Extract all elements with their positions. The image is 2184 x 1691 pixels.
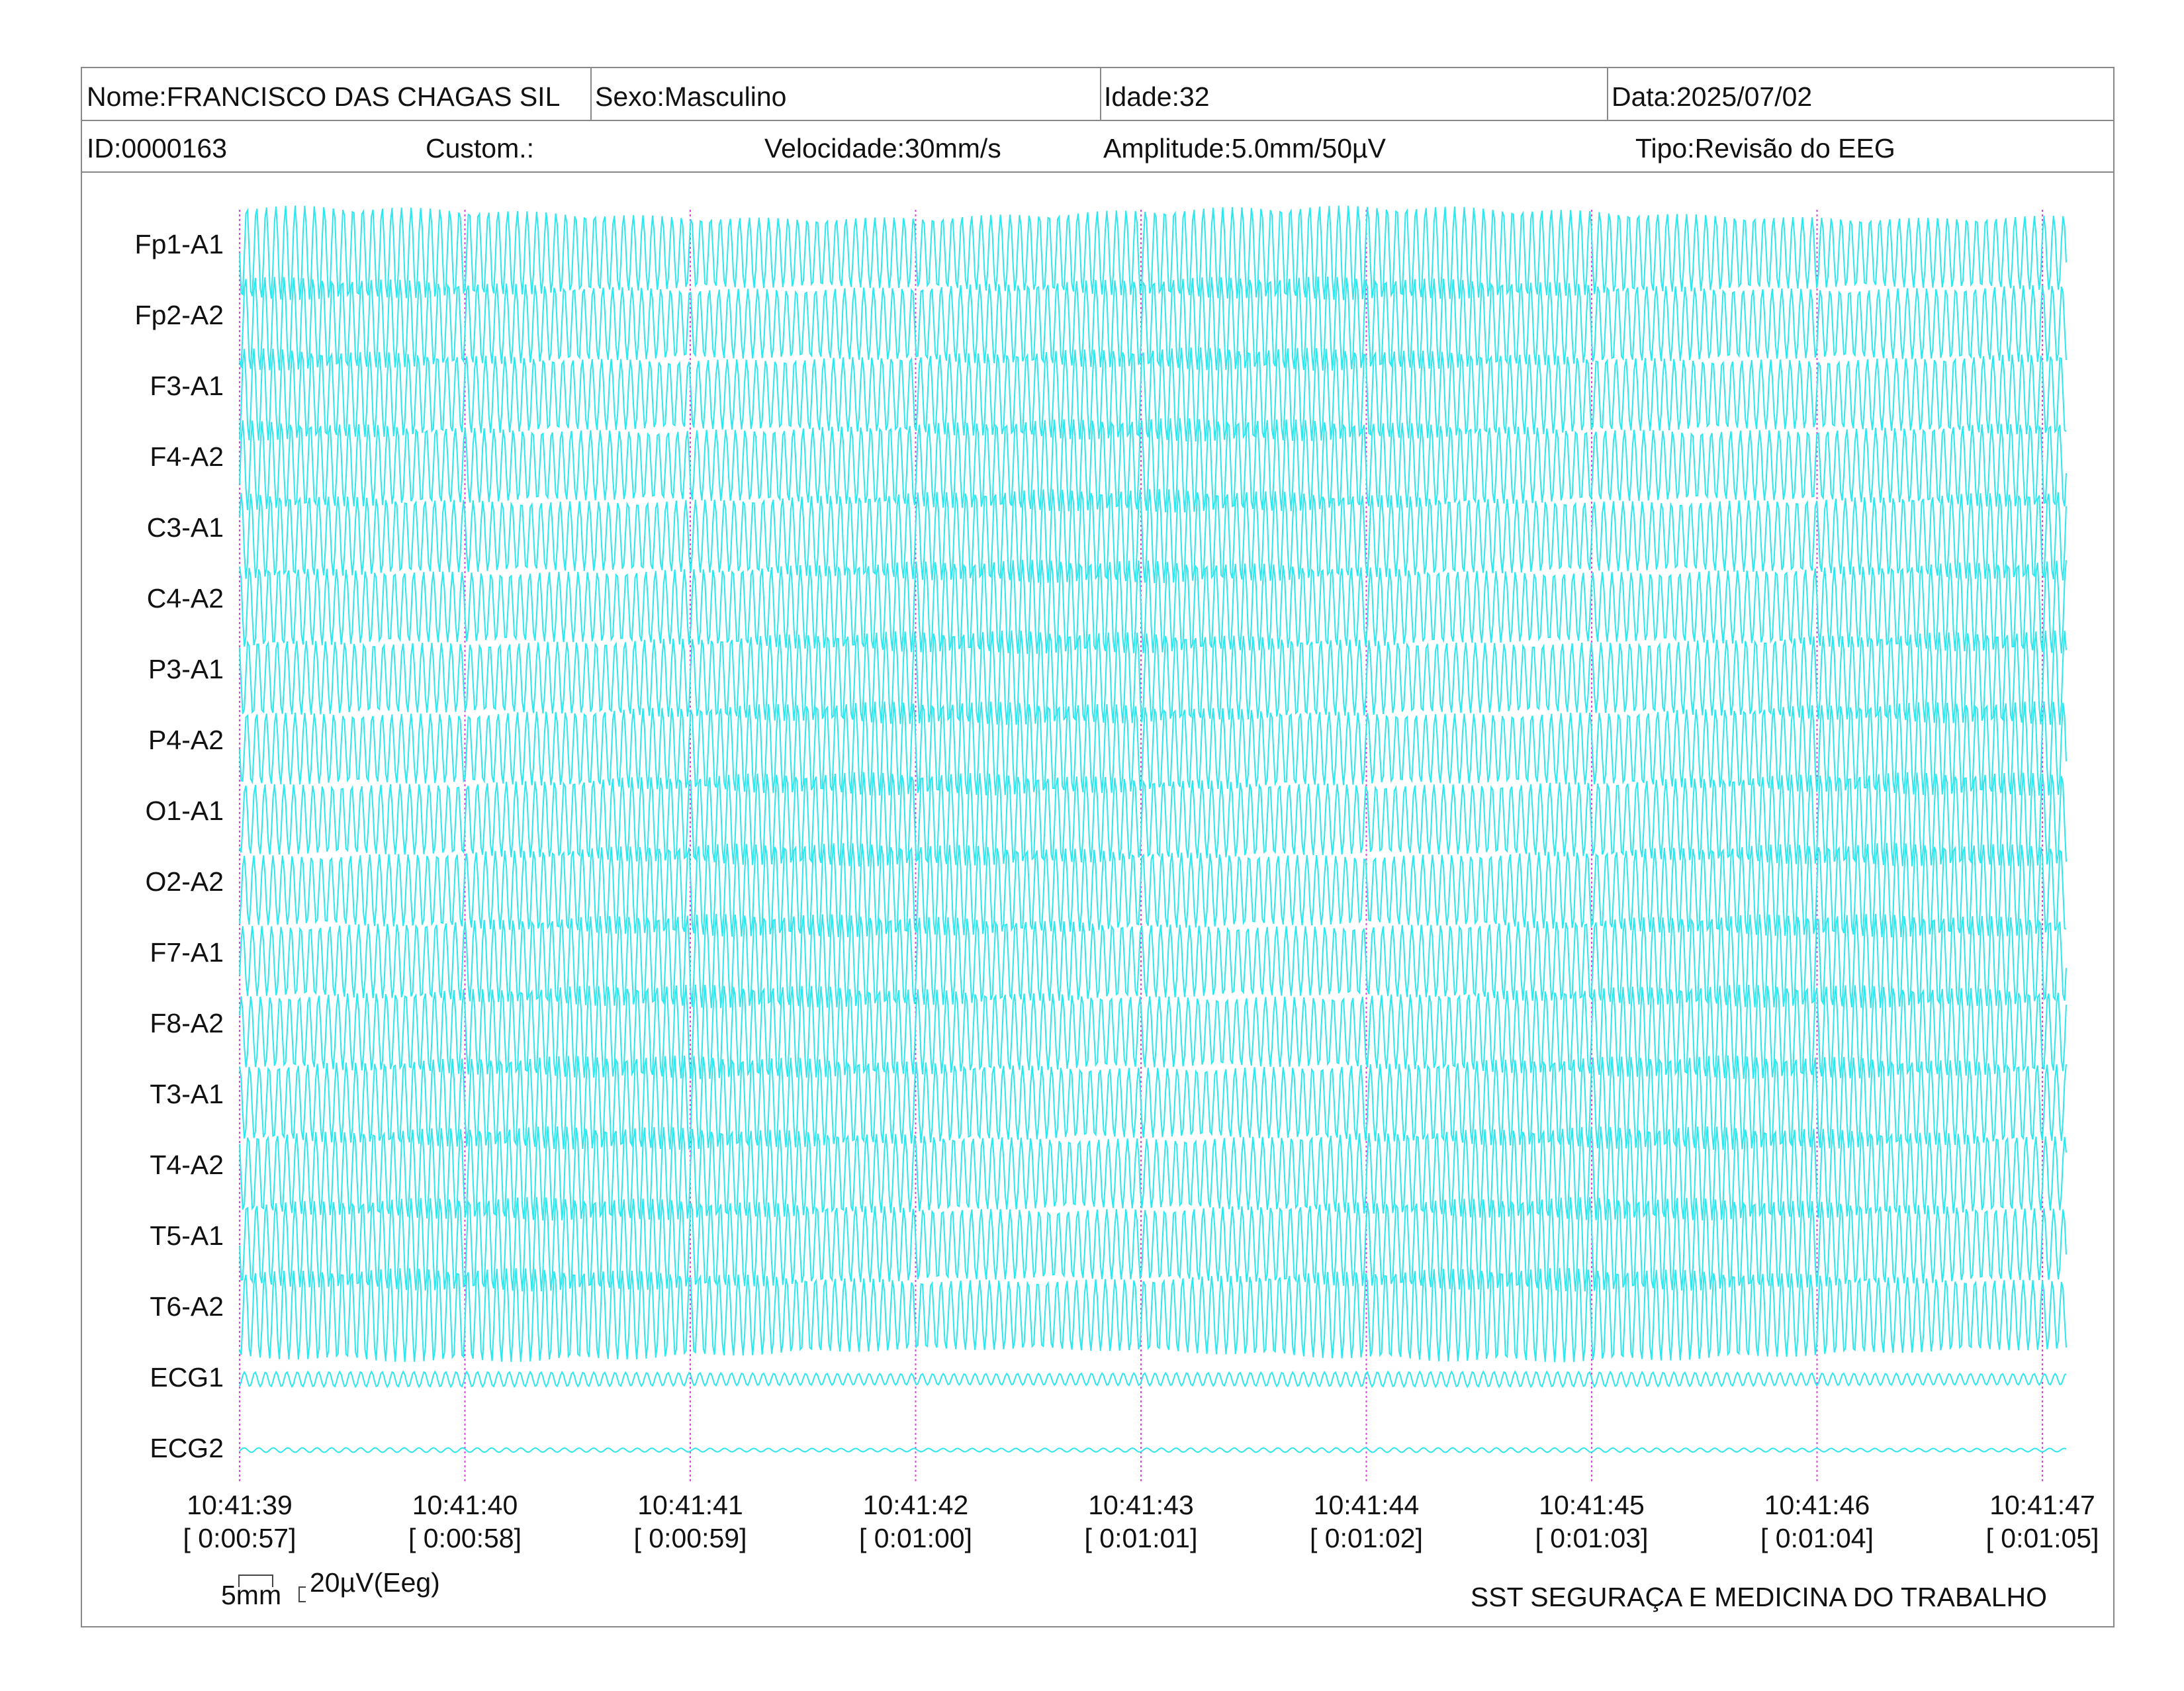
elapsed-label: [ 0:00:57] — [183, 1523, 296, 1553]
eeg-trace — [239, 984, 2067, 1079]
channel-label: Fp2-A2 — [135, 300, 224, 330]
channel-label: C3-A1 — [147, 512, 224, 543]
time-label: 10:41:47 — [1989, 1490, 2095, 1520]
elapsed-label: [ 0:00:59] — [634, 1523, 747, 1553]
eeg-trace — [239, 276, 2067, 371]
eeg-trace — [239, 772, 2067, 867]
eeg-trace — [239, 1126, 2067, 1221]
eeg-trace — [239, 418, 2067, 513]
eeg-trace — [239, 1370, 2067, 1389]
channel-label: F7-A1 — [150, 937, 224, 968]
channel-label: Fp1-A1 — [135, 229, 224, 259]
eeg-trace — [239, 1055, 2067, 1150]
header-field: Idade:32 — [1104, 81, 1210, 112]
elapsed-label: [ 0:01:05] — [1986, 1523, 2099, 1553]
footer: SST SEGURAÇA E MEDICINA DO TRABALHO — [1471, 1582, 2047, 1612]
eeg-trace — [239, 1197, 2067, 1292]
channel-label: P4-A2 — [148, 725, 224, 755]
eeg-trace — [239, 701, 2067, 796]
channel-label: O2-A2 — [146, 866, 224, 897]
channel-label: O1-A1 — [146, 796, 224, 826]
elapsed-label: [ 0:01:04] — [1760, 1523, 1874, 1553]
eeg-trace — [239, 843, 2067, 938]
elapsed-label: [ 0:01:01] — [1085, 1523, 1198, 1553]
channel-label: ECG2 — [150, 1433, 224, 1463]
time-label: 10:41:42 — [863, 1490, 969, 1520]
channel-label: T6-A2 — [150, 1291, 224, 1322]
header-field: Data:2025/07/02 — [1612, 81, 1812, 112]
header-field: Sexo:Masculino — [595, 81, 786, 112]
channel-label: T4-A2 — [150, 1150, 224, 1180]
elapsed-label: [ 0:01:02] — [1310, 1523, 1423, 1553]
channel-label: ECG1 — [150, 1362, 224, 1393]
channel-label: T3-A1 — [150, 1079, 224, 1109]
channel-label: P3-A1 — [148, 654, 224, 684]
header-field: ID:0000163 — [87, 133, 227, 163]
scale-bar — [238, 1575, 273, 1587]
header-field: Velocidade:30mm/s — [764, 133, 1001, 163]
scale-amplitude: 20µV(Eeg) — [310, 1567, 440, 1598]
time-label: 10:41:39 — [187, 1490, 293, 1520]
eeg-trace — [239, 205, 2067, 300]
time-label: 10:41:43 — [1088, 1490, 1194, 1520]
eeg-trace — [239, 1267, 2067, 1363]
header-field: Amplitude:5.0mm/50µV — [1103, 133, 1387, 163]
time-label: 10:41:44 — [1314, 1490, 1420, 1520]
time-label: 10:41:40 — [412, 1490, 518, 1520]
elapsed-label: [ 0:01:00] — [859, 1523, 972, 1553]
header-field: Custom.: — [426, 133, 534, 163]
channel-label: C4-A2 — [147, 583, 224, 614]
scale-bar — [298, 1586, 306, 1602]
time-label: 10:41:41 — [637, 1490, 743, 1520]
channel-label: T5-A1 — [150, 1220, 224, 1251]
eeg-trace — [239, 488, 2067, 583]
eeg-trace — [239, 347, 2067, 442]
time-label: 10:41:45 — [1539, 1490, 1645, 1520]
channel-label: F4-A2 — [150, 441, 224, 472]
time-label: 10:41:46 — [1764, 1490, 1870, 1520]
channel-label: F8-A2 — [150, 1008, 224, 1038]
eeg-trace — [239, 630, 2067, 725]
channel-label: F3-A1 — [150, 371, 224, 401]
elapsed-label: [ 0:00:58] — [408, 1523, 522, 1553]
header-field: Tipo:Revisão do EEG — [1635, 133, 1895, 163]
elapsed-label: [ 0:01:03] — [1535, 1523, 1649, 1553]
eeg-trace — [239, 1447, 2067, 1453]
eeg-trace — [239, 559, 2067, 655]
header-field: Nome:FRANCISCO DAS CHAGAS SIL — [87, 81, 560, 112]
scale-length: 5mm — [221, 1580, 281, 1610]
eeg-trace — [239, 913, 2067, 1009]
frame — [81, 67, 2115, 1627]
